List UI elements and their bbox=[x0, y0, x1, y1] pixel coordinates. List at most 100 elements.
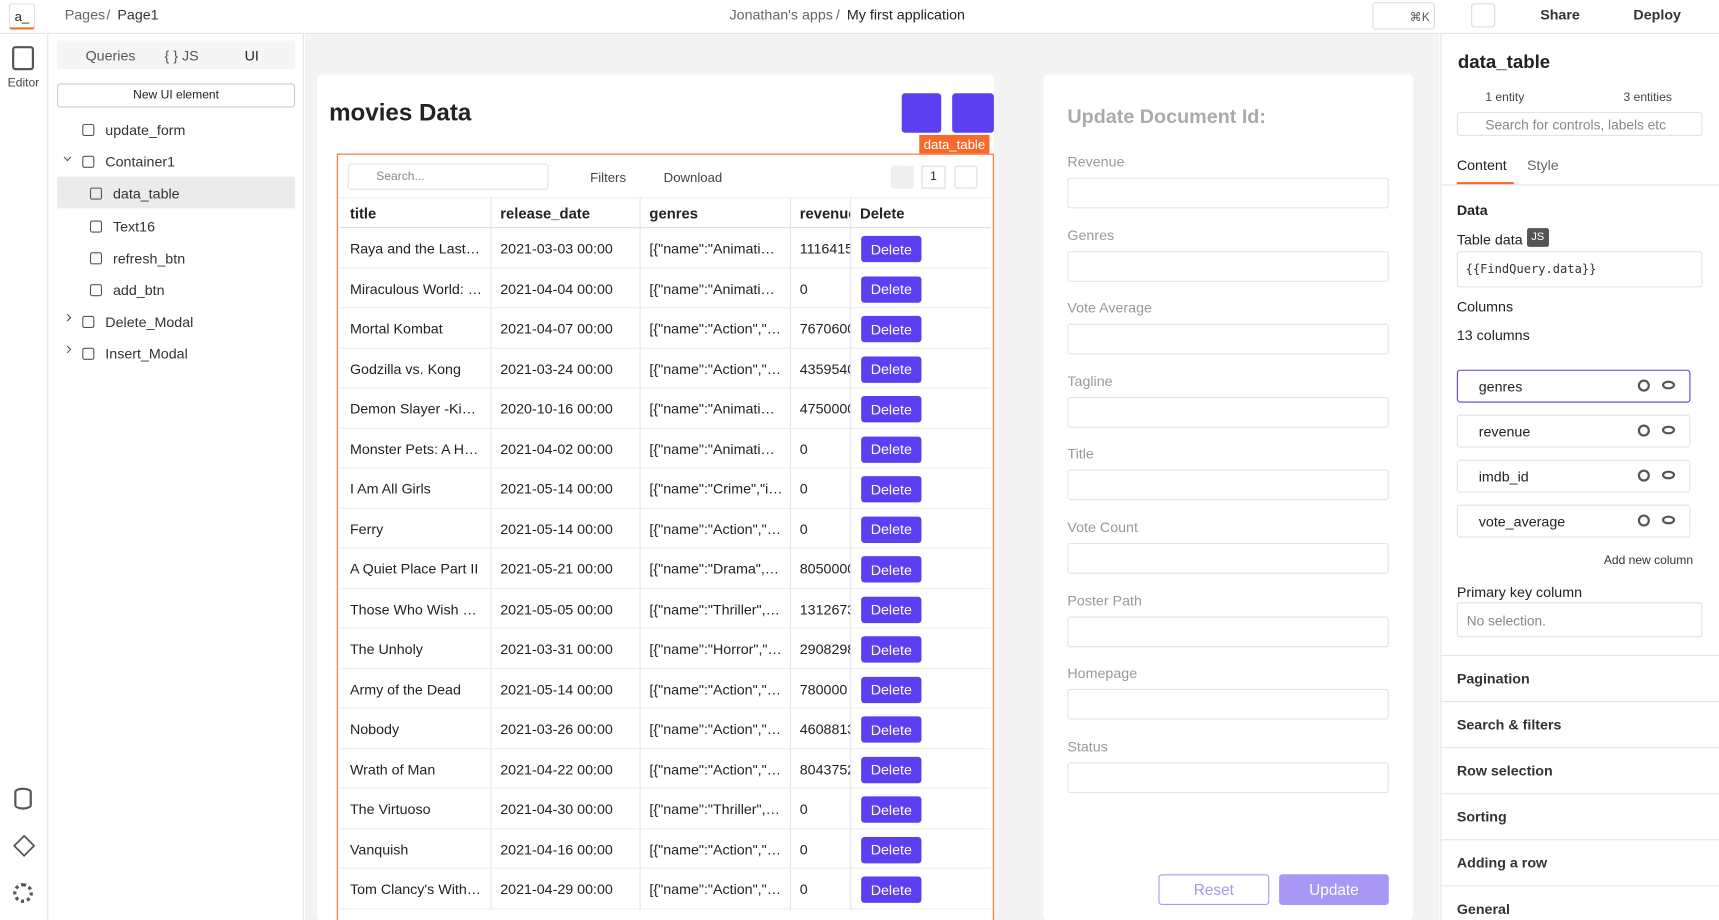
sidebar-tab[interactable]: UI bbox=[244, 47, 259, 64]
delete-button[interactable]: Delete bbox=[861, 596, 922, 623]
delete-button[interactable]: Delete bbox=[861, 315, 922, 343]
column-visibility[interactable] bbox=[1661, 425, 1676, 435]
new-element[interactable]: New UI element bbox=[57, 83, 296, 108]
tree-item[interactable]: Container1 bbox=[105, 153, 176, 171]
table-row[interactable] bbox=[340, 268, 991, 309]
delete-button[interactable]: Delete bbox=[861, 676, 922, 703]
delete-button[interactable]: Delete bbox=[861, 516, 922, 543]
column-visibility[interactable] bbox=[1661, 470, 1676, 480]
delete-button[interactable]: Delete bbox=[861, 556, 922, 583]
delete-button[interactable]: Delete bbox=[861, 235, 922, 263]
sidebar-tab[interactable]: Queries bbox=[85, 47, 136, 64]
field-input[interactable] bbox=[1067, 323, 1389, 355]
section-title[interactable]: Search & filters bbox=[1456, 716, 1562, 733]
table-row[interactable] bbox=[340, 749, 991, 789]
reset-button[interactable]: Reset bbox=[1158, 874, 1270, 906]
sidebar-tab[interactable]: { } JS bbox=[164, 47, 199, 64]
table-row[interactable] bbox=[340, 789, 991, 829]
pk-select[interactable]: No selection. bbox=[1456, 602, 1703, 638]
search-shortcut[interactable]: ⌘K bbox=[1372, 2, 1435, 30]
field-input[interactable] bbox=[1067, 689, 1389, 720]
delete-button[interactable]: Delete bbox=[861, 476, 922, 503]
refresh-btn[interactable] bbox=[952, 93, 994, 133]
tree-item[interactable]: Insert_Modal bbox=[105, 345, 188, 363]
table-row[interactable] bbox=[340, 629, 991, 669]
download[interactable]: Download bbox=[663, 170, 723, 186]
column-header[interactable]: Delete bbox=[860, 205, 905, 222]
table-row[interactable] bbox=[340, 388, 991, 429]
section-title[interactable]: General bbox=[1456, 900, 1510, 918]
column-header[interactable]: genres bbox=[649, 205, 699, 222]
add-btn[interactable] bbox=[901, 93, 942, 133]
prev-page[interactable] bbox=[890, 165, 914, 189]
table-row[interactable] bbox=[340, 669, 991, 709]
delete-button[interactable]: Delete bbox=[861, 275, 922, 303]
delete-button[interactable]: Delete bbox=[861, 836, 922, 863]
delete-button[interactable]: Delete bbox=[861, 436, 922, 463]
table-row[interactable] bbox=[340, 428, 991, 469]
section-title[interactable]: Sorting bbox=[1456, 808, 1507, 825]
table-search[interactable]: Search... bbox=[347, 163, 549, 190]
delete-button[interactable]: Delete bbox=[861, 636, 922, 663]
column-item[interactable]: genres bbox=[1456, 369, 1691, 403]
table-row[interactable] bbox=[340, 709, 991, 749]
column-header[interactable]: revenue bbox=[799, 205, 850, 222]
table-row[interactable] bbox=[340, 508, 991, 549]
section-title[interactable]: Data bbox=[1456, 201, 1488, 219]
column-header[interactable]: title bbox=[349, 205, 377, 222]
delete-button[interactable]: Delete bbox=[861, 796, 922, 823]
props-search[interactable]: Search for controls, labels etc bbox=[1456, 111, 1703, 137]
field-input[interactable] bbox=[1067, 762, 1389, 793]
column-item[interactable]: revenue bbox=[1456, 414, 1691, 448]
field-input[interactable] bbox=[1067, 616, 1389, 647]
column-item[interactable]: vote_average bbox=[1456, 504, 1691, 538]
table-row[interactable] bbox=[340, 468, 991, 509]
table-row[interactable] bbox=[340, 228, 991, 269]
column-item[interactable]: imdb_id bbox=[1456, 459, 1691, 493]
table-row[interactable] bbox=[340, 308, 991, 349]
props-tab[interactable]: Style bbox=[1527, 156, 1559, 174]
column-visibility[interactable] bbox=[1661, 515, 1676, 525]
tree-item[interactable]: refresh_btn bbox=[112, 249, 186, 267]
tree-item[interactable]: Delete_Modal bbox=[105, 313, 194, 331]
tree-item[interactable]: Text16 bbox=[112, 217, 156, 235]
table-row[interactable] bbox=[340, 549, 991, 589]
table-row[interactable] bbox=[340, 869, 991, 909]
column-header[interactable]: release_date bbox=[500, 205, 590, 222]
field-input[interactable] bbox=[1067, 469, 1389, 501]
table-row[interactable] bbox=[340, 589, 991, 629]
code-input[interactable]: {{FindQuery.data}} bbox=[1456, 251, 1703, 288]
delete-button[interactable]: Delete bbox=[861, 756, 922, 783]
section-title[interactable]: Row selection bbox=[1456, 762, 1553, 779]
add-column[interactable]: Add new column bbox=[1603, 553, 1694, 568]
table-row[interactable] bbox=[340, 829, 991, 869]
props-tab[interactable]: Content bbox=[1456, 156, 1507, 174]
section-title[interactable]: Pagination bbox=[1456, 670, 1530, 687]
share[interactable]: Share bbox=[1540, 6, 1580, 24]
entity-link[interactable]: 1 entity bbox=[1485, 91, 1525, 105]
field-input[interactable] bbox=[1067, 543, 1389, 574]
delete-button[interactable]: Delete bbox=[861, 396, 922, 423]
section-title[interactable]: Adding a row bbox=[1456, 854, 1548, 872]
delete-button[interactable]: Delete bbox=[861, 355, 922, 383]
column-visibility[interactable] bbox=[1661, 380, 1676, 390]
column-settings[interactable] bbox=[1637, 514, 1650, 527]
field-input[interactable] bbox=[1067, 250, 1389, 282]
tree-item[interactable]: add_btn bbox=[112, 281, 165, 299]
field-input[interactable] bbox=[1067, 177, 1389, 209]
app-name[interactable]: My first application bbox=[846, 6, 965, 24]
next-page[interactable] bbox=[954, 165, 978, 189]
filters[interactable]: Filters bbox=[590, 170, 627, 186]
column-settings[interactable] bbox=[1637, 424, 1650, 437]
page-name[interactable]: Page1 bbox=[117, 6, 159, 24]
entities-link[interactable]: 3 entities bbox=[1623, 91, 1672, 105]
run-button[interactable] bbox=[1471, 3, 1496, 28]
workspace[interactable]: Jonathan's apps bbox=[729, 6, 833, 24]
table-row[interactable] bbox=[340, 348, 991, 389]
delete-button[interactable]: Delete bbox=[861, 876, 922, 903]
field-input[interactable] bbox=[1067, 396, 1389, 428]
column-settings[interactable] bbox=[1637, 469, 1650, 482]
update-button[interactable]: Update bbox=[1279, 874, 1389, 906]
tree-item[interactable]: update_form bbox=[105, 121, 186, 139]
column-settings[interactable] bbox=[1637, 379, 1650, 392]
